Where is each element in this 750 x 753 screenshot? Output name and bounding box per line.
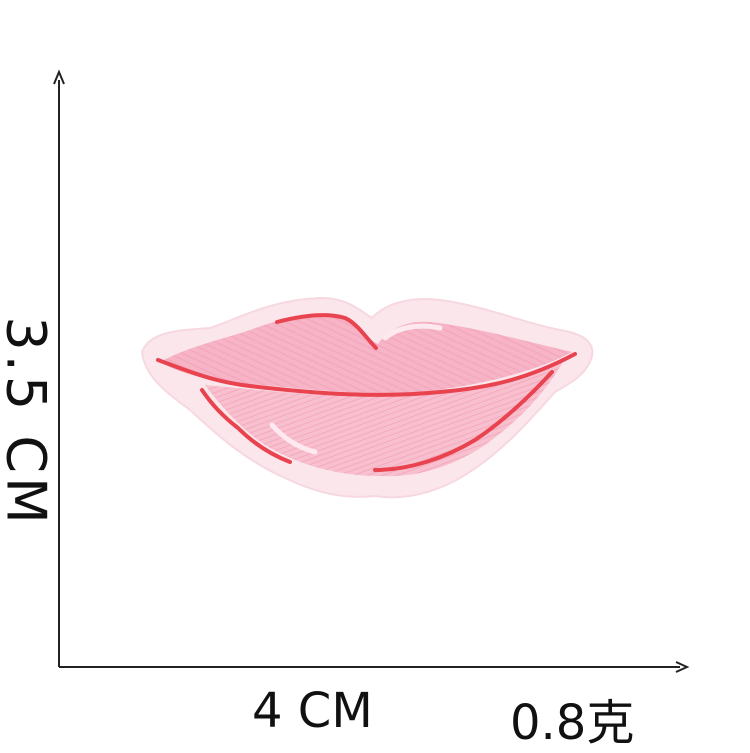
horizontal-axis-arrow-icon bbox=[675, 661, 690, 673]
upper-lip-outline bbox=[275, 313, 378, 350]
vertical-axis-arrow-icon bbox=[53, 69, 65, 85]
lower-lip-bottom-outline bbox=[373, 370, 554, 472]
weight-label: 0.8克 bbox=[510, 695, 635, 751]
lip-mouth-line bbox=[156, 352, 577, 397]
width-dimension-label: 4 CM bbox=[252, 683, 373, 739]
upper-lip-highlight bbox=[382, 323, 443, 341]
lower-lip-left-outline bbox=[200, 388, 292, 464]
lower-lip-highlight bbox=[269, 422, 318, 455]
upper-lip bbox=[160, 316, 572, 394]
